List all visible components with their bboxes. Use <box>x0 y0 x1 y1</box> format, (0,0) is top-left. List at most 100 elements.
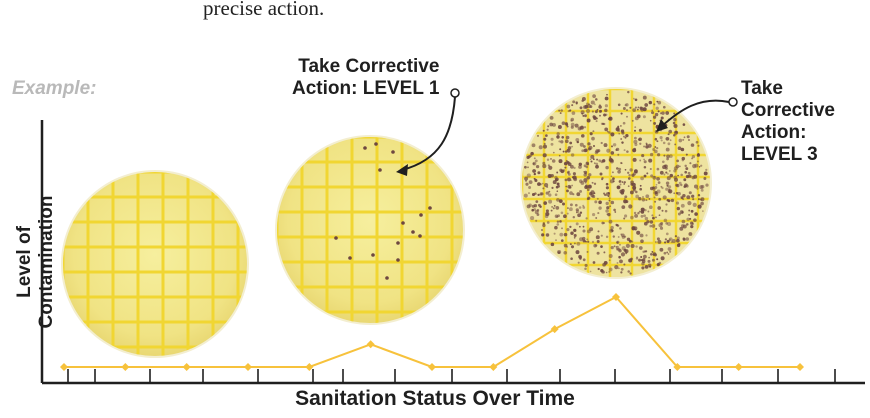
colony <box>591 136 595 141</box>
colony <box>600 245 603 248</box>
colony <box>607 212 611 217</box>
colony <box>636 114 641 119</box>
colony <box>592 94 596 98</box>
level-1-plate-colonies <box>334 142 432 280</box>
colony <box>656 176 660 181</box>
colony <box>692 164 697 169</box>
colony <box>584 263 588 267</box>
colony <box>637 138 641 141</box>
colony <box>578 162 583 167</box>
colony <box>700 164 703 167</box>
colony <box>653 196 656 199</box>
colony <box>673 192 676 195</box>
colony <box>624 168 627 171</box>
colony <box>667 221 672 227</box>
colony <box>609 156 612 158</box>
colony <box>649 220 654 224</box>
colony <box>685 167 689 171</box>
colony <box>583 170 585 173</box>
colony <box>649 152 654 157</box>
colony <box>617 125 620 128</box>
colony <box>640 255 643 259</box>
colony <box>630 243 635 249</box>
colony <box>703 177 707 180</box>
colony <box>630 215 634 220</box>
colony <box>666 176 671 181</box>
colony <box>681 159 685 162</box>
colony <box>586 176 591 180</box>
colony <box>615 167 619 170</box>
colony <box>667 247 672 251</box>
colony <box>556 182 560 186</box>
colony <box>570 245 575 249</box>
colony <box>586 188 590 192</box>
colony <box>695 140 699 144</box>
colony <box>659 247 664 252</box>
colony <box>681 156 686 161</box>
colony <box>651 224 656 228</box>
colony <box>670 198 675 203</box>
colony <box>631 119 634 122</box>
colony <box>531 143 536 148</box>
colony <box>583 145 586 148</box>
colony <box>536 134 540 137</box>
colony <box>654 186 658 189</box>
colony <box>690 143 695 147</box>
colony <box>660 116 664 120</box>
colony <box>583 126 587 129</box>
colony <box>649 224 653 228</box>
colony <box>551 186 554 189</box>
colony <box>682 224 687 229</box>
colony <box>659 136 663 140</box>
colony <box>656 100 659 103</box>
colony <box>697 153 700 156</box>
callout-level-1-line-1: Take Corrective <box>298 56 440 77</box>
colony <box>652 253 655 256</box>
colony <box>550 157 552 160</box>
colony <box>643 145 646 148</box>
colony <box>561 227 563 230</box>
colony <box>554 178 558 182</box>
colony <box>682 237 686 241</box>
intro-text: precise action. <box>203 0 325 20</box>
colony <box>543 201 548 205</box>
colony <box>601 122 605 126</box>
colony <box>673 117 677 122</box>
colony <box>593 116 597 120</box>
colony <box>634 213 639 218</box>
callout-level-3-anchor <box>728 97 738 107</box>
colony <box>581 112 584 115</box>
colony <box>556 198 560 202</box>
colony <box>619 243 621 246</box>
colony <box>604 96 609 101</box>
colony <box>569 243 572 246</box>
data-point <box>305 363 314 371</box>
colony <box>680 183 683 187</box>
colony <box>576 242 581 246</box>
colony <box>586 163 590 166</box>
colony <box>693 184 699 189</box>
colony <box>334 236 338 240</box>
colony <box>591 110 594 113</box>
colony <box>610 158 614 163</box>
colony <box>545 191 549 195</box>
colony <box>570 153 575 157</box>
colony <box>652 147 656 152</box>
colony <box>598 200 602 205</box>
colony <box>556 132 560 136</box>
callout-level-1-arrowhead <box>396 164 408 176</box>
colony <box>690 221 694 225</box>
colony <box>553 205 556 207</box>
colony <box>605 192 610 197</box>
colony <box>610 175 613 178</box>
colony <box>616 224 619 227</box>
colony <box>660 256 665 261</box>
colony <box>533 157 536 160</box>
colony <box>696 187 699 190</box>
colony <box>606 148 611 153</box>
colony <box>624 249 629 254</box>
colony <box>550 137 554 141</box>
colony <box>396 241 400 245</box>
colony <box>638 128 642 132</box>
